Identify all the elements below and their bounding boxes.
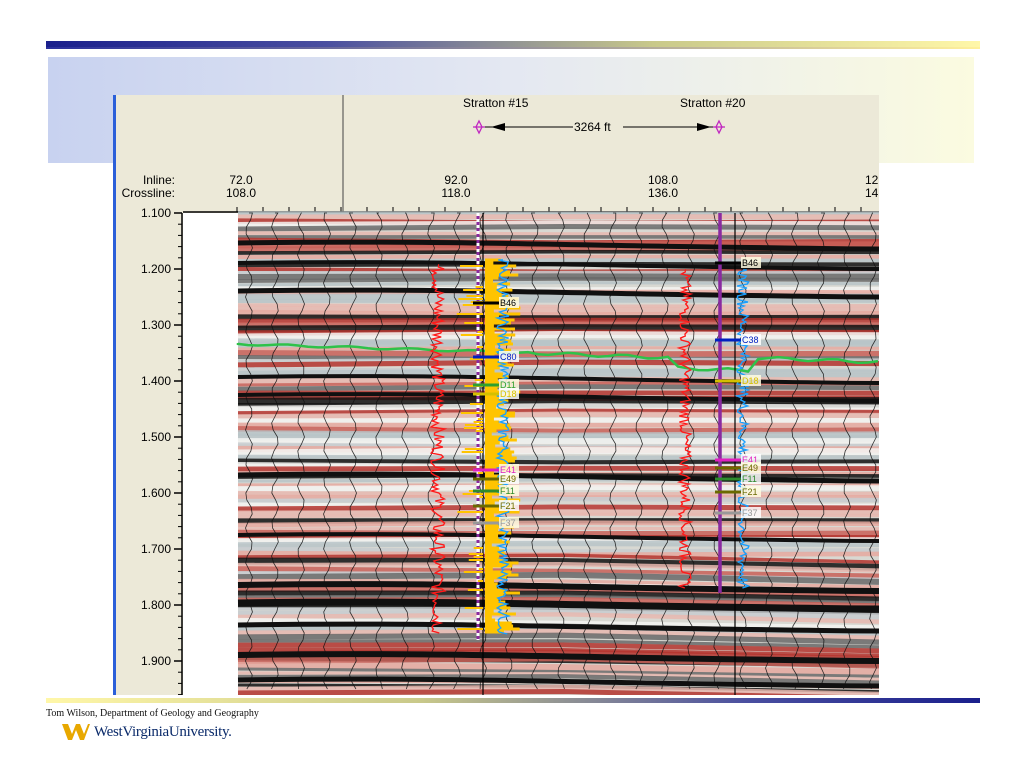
formation-top-label: F11 — [742, 474, 757, 484]
time-tick-label: 1.300 — [141, 318, 171, 332]
time-tick-label: 1.900 — [141, 654, 171, 668]
inline-value-1: 72.0 — [229, 173, 253, 187]
formation-top-label: E49 — [500, 474, 516, 484]
bottom-gradient-rule — [46, 698, 980, 703]
well-1-name: Stratton #15 — [463, 96, 529, 110]
time-tick-label: 1.700 — [141, 542, 171, 556]
time-tick-label: 1.400 — [141, 374, 171, 388]
inline-label: Inline: — [143, 173, 175, 187]
wvu-flying-wv-icon — [62, 724, 90, 740]
inline-value-3: 108.0 — [648, 173, 678, 187]
formation-top-label: E49 — [742, 463, 758, 473]
formation-top-label: B46 — [500, 298, 516, 308]
crossline-value-3: 136.0 — [648, 186, 678, 200]
header-panel — [113, 95, 879, 212]
formation-top-label: E41 — [500, 465, 516, 475]
formation-top-label: D18 — [742, 376, 759, 386]
crossline-label: Crossline: — [122, 186, 175, 200]
top-thin-rule — [46, 47, 980, 49]
top-gradient-rule — [46, 41, 980, 47]
crossline-value-2: 118.0 — [441, 186, 470, 200]
seismic-screenshot: Stratton #15 Stratton #20 3264 ft Inline… — [113, 95, 879, 695]
interpreted-horizon — [236, 342, 879, 373]
time-tick-label: 1.600 — [141, 486, 171, 500]
formation-top-label: D11 — [500, 380, 516, 390]
formation-top-label: F37 — [742, 508, 758, 518]
seismic-wiggle-traces — [245, 212, 877, 690]
formation-top-label: F37 — [500, 518, 516, 528]
distance-label: 3264 ft — [574, 120, 611, 134]
formation-top-label: F21 — [742, 487, 758, 497]
time-tick-label: 1.200 — [141, 262, 171, 276]
formation-top-label: C38 — [742, 335, 759, 345]
trace-ticks — [236, 207, 862, 212]
wvu-logo: WestVirginiaUniversity. — [62, 722, 232, 742]
crossline-value-1: 108.0 — [226, 186, 256, 200]
window-edge — [113, 95, 116, 695]
inline-value-4: 127 — [865, 173, 879, 187]
time-tick-label: 1.100 — [141, 206, 171, 220]
crossline-value-4: 145 — [865, 186, 879, 200]
wvu-wordmark: WestVirginiaUniversity. — [94, 723, 232, 740]
seismic-section-svg: Stratton #15 Stratton #20 3264 ft Inline… — [113, 95, 879, 695]
blank-gap — [183, 213, 238, 695]
time-tick-label: 1.800 — [141, 598, 171, 612]
time-tick-label: 1.500 — [141, 430, 171, 444]
time-axis-panel — [116, 213, 183, 695]
formation-top-label: B46 — [742, 258, 758, 268]
formation-top-label: C80 — [500, 352, 517, 362]
footer-credit: Tom Wilson, Department of Geology and Ge… — [46, 708, 259, 719]
distance-arrow — [473, 119, 725, 135]
formation-top-label: E41 — [742, 455, 758, 465]
formation-top-label: D18 — [500, 389, 517, 399]
formation-top-label: F21 — [500, 501, 516, 511]
inline-value-2: 92.0 — [444, 173, 468, 187]
well-2-name: Stratton #20 — [680, 96, 746, 110]
time-axis-ticks: 1.100 1.200 1.300 1.400 1.500 1.600 1.700 1.800… — [141, 206, 182, 695]
formation-top-label: F11 — [500, 486, 515, 496]
seismic-data — [237, 211, 879, 695]
